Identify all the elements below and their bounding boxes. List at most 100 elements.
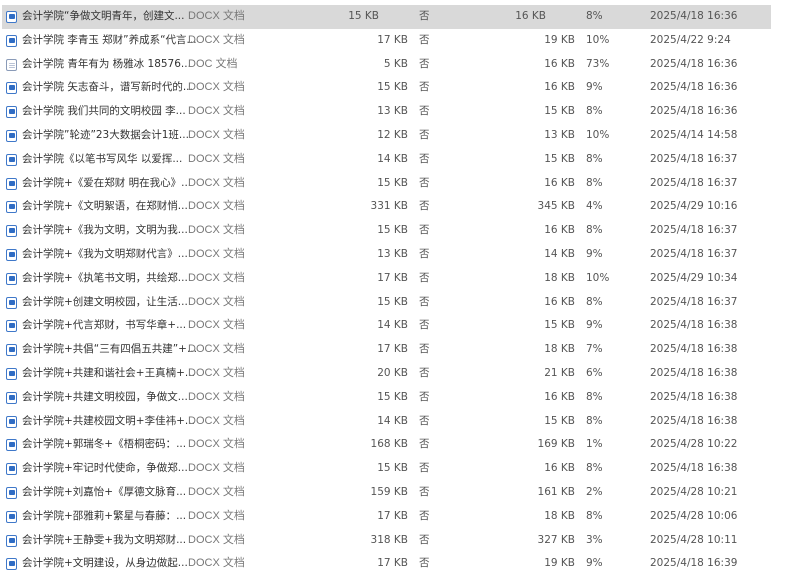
file-size: 17 KB bbox=[377, 33, 408, 46]
file-row[interactable]: 会计学院+共倡“三有四倡五共建”+... DOCX 文档 17 KB 否 18 KB 7%… bbox=[0, 338, 800, 362]
encrypted-flag: 否 bbox=[419, 366, 430, 379]
file-size: 159 KB bbox=[370, 485, 408, 498]
packed-size: 169 KB bbox=[537, 438, 575, 451]
file-type: DOCX 文档 bbox=[188, 343, 245, 356]
docx-icon bbox=[6, 367, 17, 380]
file-row[interactable]: 会计学院+文明建设，从身边做起... DOCX 文档 17 KB 否 19 KB 9% 20… bbox=[0, 552, 800, 576]
file-row[interactable]: 会计学院+牢记时代使命，争做郑... DOCX 文档 15 KB 否 16 KB 8% 20… bbox=[0, 457, 800, 481]
file-row[interactable]: 会计学院+郭瑞冬+《梧桐密码：... DOCX 文档 168 KB 否 169 KB 1%… bbox=[0, 433, 800, 457]
docx-icon bbox=[6, 201, 17, 214]
modified-date: 2025/4/18 16:37 bbox=[650, 176, 738, 189]
file-row[interactable]: 会计学院《以笔书写风华 以爱挥... DOCX 文档 14 KB 否 15 KB 8% 20… bbox=[0, 148, 800, 172]
file-size: 20 KB bbox=[377, 366, 408, 379]
file-row[interactable]: 会计学院”轮迹”23大数据会计1班... DOCX 文档 12 KB 否 13 KB 10… bbox=[0, 124, 800, 148]
file-row[interactable]: 会计学院+共建和谐社会+王真楠+... DOCX 文档 20 KB 否 21 KB 6% 2… bbox=[0, 362, 800, 386]
modified-date: 2025/4/18 16:36 bbox=[650, 57, 738, 70]
file-size: 318 KB bbox=[370, 533, 408, 546]
file-type: DOCX 文档 bbox=[188, 176, 245, 189]
file-size: 15 KB bbox=[377, 462, 408, 475]
file-name: 会计学院+创建文明校园，让生活... bbox=[22, 295, 188, 308]
file-row[interactable]: 会计学院 矢志奋斗，谱写新时代的... DOCX 文档 15 KB 否 16 KB 9% 2… bbox=[0, 76, 800, 100]
modified-date: 2025/4/28 10:11 bbox=[650, 533, 738, 546]
file-type: DOCX 文档 bbox=[188, 81, 245, 94]
file-type: DOCX 文档 bbox=[188, 10, 245, 22]
file-row[interactable]: 会计学院+《我为文明郑财代言》... DOCX 文档 13 KB 否 14 KB 9% 20… bbox=[0, 243, 800, 267]
encrypted-flag: 否 bbox=[419, 414, 430, 427]
compression-ratio: 9% bbox=[586, 557, 603, 570]
packed-size: 15 KB bbox=[544, 319, 575, 332]
compression-ratio: 8% bbox=[586, 414, 603, 427]
docx-icon bbox=[6, 296, 17, 309]
docx-icon bbox=[6, 82, 17, 95]
file-row[interactable]: 会计学院 青年有为 杨雅冰 18576... DOC 文档 5 KB 否 16 KB 73… bbox=[0, 53, 800, 77]
file-name: 会计学院 李青玉 郑财”养成系“代言... bbox=[22, 33, 197, 46]
file-row[interactable]: 会计学院+邵雅莉+繁星与春藤：... DOCX 文档 17 KB 否 18 KB 8% 20… bbox=[0, 505, 800, 529]
compression-ratio: 8% bbox=[586, 10, 603, 22]
file-size: 15 KB bbox=[377, 390, 408, 403]
compression-ratio: 10% bbox=[586, 33, 610, 46]
modified-date: 2025/4/28 10:21 bbox=[650, 485, 738, 498]
docx-icon bbox=[6, 177, 17, 190]
compression-ratio: 8% bbox=[586, 224, 603, 237]
encrypted-flag: 否 bbox=[419, 533, 430, 546]
file-row[interactable]: 会计学院+王静雯+我为文明郑财... DOCX 文档 318 KB 否 327 KB 3%… bbox=[0, 529, 800, 553]
file-name: 会计学院+《爱在郑财 明在我心》... bbox=[22, 176, 192, 189]
file-size: 15 KB bbox=[377, 176, 408, 189]
file-type: DOCX 文档 bbox=[188, 533, 245, 546]
modified-date: 2025/4/28 10:06 bbox=[650, 509, 738, 522]
encrypted-flag: 否 bbox=[419, 247, 430, 260]
file-size: 12 KB bbox=[377, 128, 408, 141]
file-size: 15 KB bbox=[377, 81, 408, 94]
modified-date: 2025/4/18 16:38 bbox=[650, 343, 738, 356]
modified-date: 2025/4/18 16:38 bbox=[650, 414, 738, 427]
file-size: 331 KB bbox=[370, 200, 408, 213]
docx-icon bbox=[6, 534, 17, 547]
file-row[interactable]: 会计学院+《我为文明，文明为我... DOCX 文档 15 KB 否 16 KB 8% 20… bbox=[0, 219, 800, 243]
file-row[interactable]: 会计学院+共建文明校园，争做文... DOCX 文档 15 KB 否 16 KB 8% 20… bbox=[0, 386, 800, 410]
encrypted-flag: 否 bbox=[419, 343, 430, 356]
file-type: DOCX 文档 bbox=[188, 366, 245, 379]
file-row[interactable]: 会计学院+《执笔书文明，共绘郑... DOCX 文档 17 KB 否 18 KB 10% 2… bbox=[0, 267, 800, 291]
file-name: 会计学院+刘嘉怡+《厚德文脉育... bbox=[22, 485, 187, 498]
packed-size: 18 KB bbox=[544, 509, 575, 522]
packed-size: 19 KB bbox=[544, 33, 575, 46]
docx-icon bbox=[6, 129, 17, 142]
file-size: 14 KB bbox=[377, 152, 408, 165]
modified-date: 2025/4/18 16:38 bbox=[650, 319, 738, 332]
modified-date: 2025/4/18 16:37 bbox=[650, 295, 738, 308]
file-row[interactable]: 会计学院 李青玉 郑财”养成系“代言... DOCX 文档 17 KB 否 19 KB 1… bbox=[0, 29, 800, 53]
encrypted-flag: 否 bbox=[419, 462, 430, 475]
compression-ratio: 1% bbox=[586, 438, 603, 451]
encrypted-flag: 否 bbox=[419, 224, 430, 237]
file-row[interactable]: 会计学院 我们共同的文明校园 李... DOCX 文档 13 KB 否 15 KB 8% 2… bbox=[0, 100, 800, 124]
file-row[interactable]: 会计学院+代言郑财，书写华章+... DOCX 文档 14 KB 否 15 KB 9% 20… bbox=[0, 314, 800, 338]
file-row[interactable]: 会计学院+刘嘉怡+《厚德文脉育... DOCX 文档 159 KB 否 161 KB 2%… bbox=[0, 481, 800, 505]
file-name: 会计学院+代言郑财，书写华章+... bbox=[22, 319, 187, 332]
file-row[interactable]: 会计学院+创建文明校园，让生活... DOCX 文档 15 KB 否 16 KB 8% 20… bbox=[0, 291, 800, 315]
file-type: DOCX 文档 bbox=[188, 271, 245, 284]
packed-size: 327 KB bbox=[537, 533, 575, 546]
packed-size: 19 KB bbox=[544, 557, 575, 570]
compression-ratio: 9% bbox=[586, 247, 603, 260]
encrypted-flag: 否 bbox=[419, 128, 430, 141]
file-list: 会计学院“争做文明青年，创建文... DOCX 文档 15 KB 否 16 KB 8% 20… bbox=[0, 5, 800, 576]
file-type: DOC 文档 bbox=[188, 57, 238, 70]
file-name: 会计学院 我们共同的文明校园 李... bbox=[22, 105, 186, 118]
docx-icon bbox=[6, 225, 17, 238]
file-name: 会计学院+共建校园文明+李佳祎+... bbox=[22, 414, 195, 427]
file-type: DOCX 文档 bbox=[188, 224, 245, 237]
file-type: DOCX 文档 bbox=[188, 485, 245, 498]
modified-date: 2025/4/18 16:37 bbox=[650, 247, 738, 260]
file-row[interactable]: 会计学院+《文明絮语，在郑财悄... DOCX 文档 331 KB 否 345 KB 4%… bbox=[0, 195, 800, 219]
file-row[interactable]: 会计学院“争做文明青年，创建文... DOCX 文档 15 KB 否 16 KB 8% 20… bbox=[2, 5, 771, 29]
docx-icon bbox=[6, 391, 17, 404]
modified-date: 2025/4/18 16:38 bbox=[650, 366, 738, 379]
file-name: 会计学院+《文明絮语，在郑财悄... bbox=[22, 200, 188, 213]
packed-size: 16 KB bbox=[544, 224, 575, 237]
compression-ratio: 8% bbox=[586, 176, 603, 189]
encrypted-flag: 否 bbox=[419, 152, 430, 165]
packed-size: 16 KB bbox=[544, 57, 575, 70]
file-row[interactable]: 会计学院+共建校园文明+李佳祎+... DOCX 文档 14 KB 否 15 KB 8% 2… bbox=[0, 410, 800, 434]
file-row[interactable]: 会计学院+《爱在郑财 明在我心》... DOCX 文档 15 KB 否 16 KB 8% 2… bbox=[0, 172, 800, 196]
file-size: 17 KB bbox=[377, 343, 408, 356]
